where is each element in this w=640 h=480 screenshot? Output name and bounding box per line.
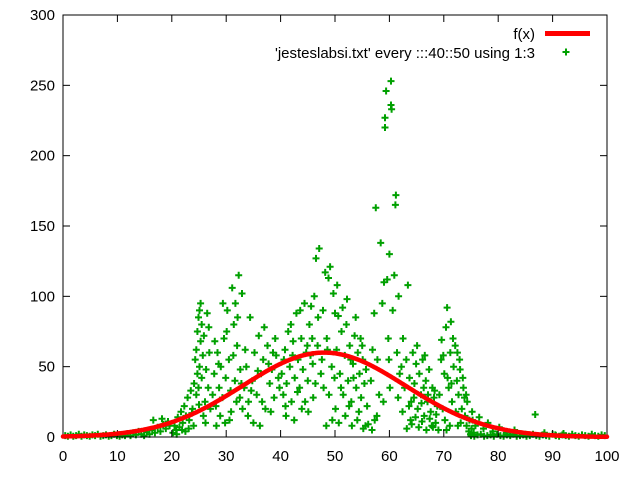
legend-label-datafile: 'jesteslabsi.txt' every :::40::50 using … (275, 45, 535, 62)
x-tick-label: 20 (163, 448, 180, 465)
y-tick-label: 250 (30, 77, 55, 94)
y-tick-label: 50 (38, 359, 55, 376)
x-tick-label: 0 (59, 448, 67, 465)
x-tick-label: 50 (327, 448, 344, 465)
legend-swatches (545, 31, 590, 56)
scatter-points (61, 77, 609, 440)
x-tick-label: 100 (594, 448, 619, 465)
x-tick-label: 10 (109, 448, 126, 465)
plot-border (62, 14, 608, 438)
scatter-plus-markers (61, 77, 609, 440)
y-tick-label: 200 (30, 148, 55, 165)
legend: f(x) 'jesteslabsi.txt' every :::40::50 u… (275, 26, 590, 62)
x-tick-label: 30 (218, 448, 235, 465)
x-tick-label: 90 (544, 448, 561, 465)
legend-label-fx: f(x) (513, 26, 535, 43)
x-tick-label: 60 (381, 448, 398, 465)
y-tick-label: 0 (47, 429, 55, 446)
x-tick-label: 80 (490, 448, 507, 465)
legend-plus-marker-sample (562, 48, 570, 56)
y-tick-label: 100 (30, 288, 55, 305)
plot-border-and-ticks: 0 10 20 30 40 50 60 70 80 90 100 0 50 100 150 200 250 300 (30, 7, 620, 465)
y-tick-label: 150 (30, 218, 55, 235)
x-tick-label: 70 (435, 448, 452, 465)
fx-curve (60, 350, 610, 440)
fx-curve-path (60, 350, 610, 440)
y-tick-label: 300 (30, 7, 55, 24)
x-tick-label: 40 (272, 448, 289, 465)
